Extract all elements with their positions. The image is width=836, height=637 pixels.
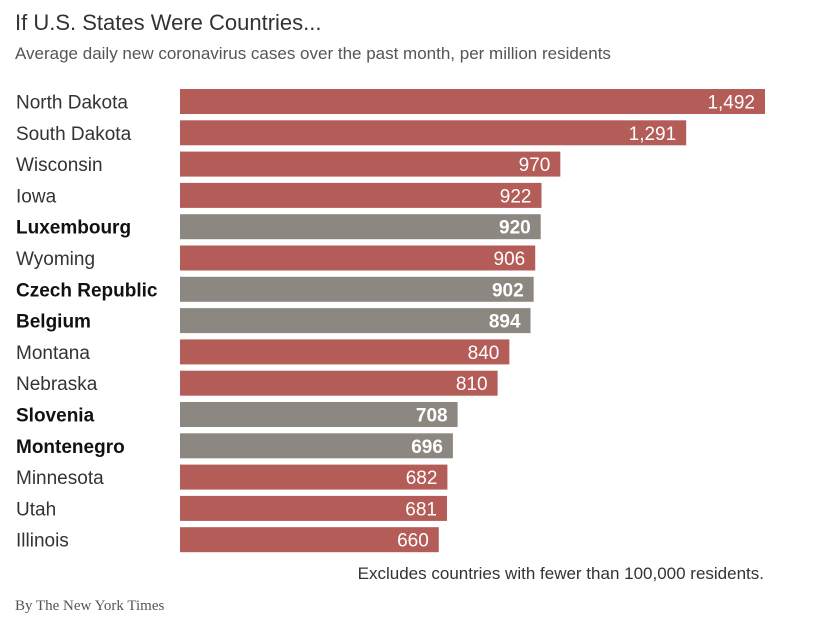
category-label: Iowa [16, 186, 57, 207]
category-label: North Dakota [16, 93, 128, 114]
state-bar [180, 527, 439, 553]
category-label: Montana [16, 343, 90, 364]
category-label: Wisconsin [16, 155, 103, 176]
state-bar [180, 245, 536, 271]
chart-credit: By The New York Times [15, 598, 165, 614]
category-label: South Dakota [16, 124, 132, 145]
value-label: 810 [456, 374, 488, 395]
value-label: 660 [397, 531, 429, 552]
value-label: 681 [405, 499, 437, 520]
value-label: 894 [489, 312, 521, 333]
value-label: 906 [494, 249, 526, 270]
state-bar [180, 182, 542, 208]
chart-subtitle: Average daily new coronavirus cases over… [15, 44, 611, 63]
value-label: 696 [411, 437, 443, 458]
chart-footnote: Excludes countries with fewer than 100,0… [357, 564, 764, 583]
value-label: 970 [519, 155, 551, 176]
category-label: Illinois [16, 531, 69, 552]
country-bar [180, 214, 541, 240]
state-bar [180, 89, 765, 114]
value-label: 708 [416, 406, 448, 427]
state-bar [180, 495, 448, 521]
category-label: Wyoming [16, 249, 95, 270]
category-label: Montenegro [16, 437, 125, 458]
category-label: Luxembourg [16, 218, 131, 239]
country-bar [180, 276, 534, 302]
chart-title: If U.S. States Were Countries... [15, 10, 322, 35]
category-label: Slovenia [16, 406, 95, 427]
category-label: Czech Republic [16, 280, 158, 301]
value-label: 1,291 [629, 124, 677, 145]
country-bar [180, 433, 453, 459]
value-label: 1,492 [707, 93, 755, 114]
value-label: 920 [499, 218, 531, 239]
country-bar [180, 308, 531, 334]
state-bar [180, 370, 498, 396]
category-label: Utah [16, 499, 56, 520]
category-label: Belgium [16, 312, 91, 333]
value-label: 840 [468, 343, 500, 364]
category-label: Nebraska [16, 374, 98, 395]
state-bar [180, 464, 448, 490]
state-bar [180, 151, 561, 177]
state-bar [180, 339, 510, 365]
category-label: Minnesota [16, 468, 104, 489]
value-label: 682 [406, 468, 438, 489]
country-bar [180, 402, 458, 427]
value-label: 902 [492, 280, 524, 301]
state-bar [180, 120, 687, 146]
value-label: 922 [500, 186, 532, 207]
